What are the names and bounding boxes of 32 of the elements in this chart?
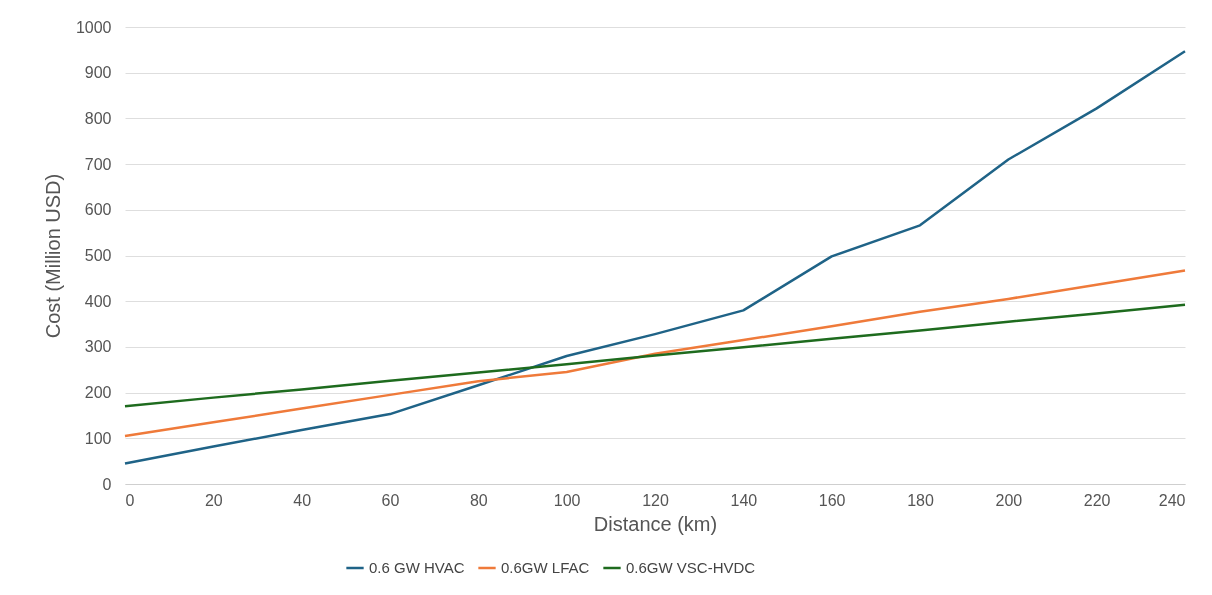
y-axis-title: Cost (Million USD) <box>41 173 64 339</box>
line-series <box>123 303 1187 408</box>
x-tick-label: 200 <box>995 491 1023 509</box>
legend-label: 0.6GW VSC-HVDC <box>626 559 756 576</box>
y-tick-label: 300 <box>84 338 112 356</box>
y-tick-label: 800 <box>84 109 112 127</box>
y-tick-label: 0 <box>102 475 112 493</box>
y-tick-label: 500 <box>84 247 112 264</box>
y-tick-label: 700 <box>84 155 112 173</box>
x-tick-label: 80 <box>469 491 488 509</box>
y-tick-label: 400 <box>84 292 112 310</box>
y-tick-label: 1000 <box>75 18 112 36</box>
line-series <box>123 49 1187 465</box>
x-tick-label: 160 <box>818 491 846 509</box>
line-series <box>123 269 1187 438</box>
x-tick-label: 240 <box>1158 491 1186 509</box>
x-tick-label: 120 <box>642 491 669 509</box>
y-tick-label: 100 <box>84 429 112 447</box>
x-tick-label: 40 <box>293 491 312 509</box>
legend-label: 0.6 GW HVAC <box>369 559 465 576</box>
x-tick-label: 180 <box>907 491 934 509</box>
x-tick-label: 100 <box>553 491 581 509</box>
x-tick-label: 0 <box>125 491 135 509</box>
legend-label: 0.6GW LFAC <box>501 559 590 576</box>
y-tick-label: 600 <box>84 201 112 219</box>
y-tick-label: 200 <box>84 384 112 402</box>
x-tick-label: 60 <box>381 491 400 509</box>
x-tick-label: 20 <box>204 491 223 509</box>
x-tick-label: 140 <box>730 491 758 509</box>
x-axis-title: Distance (km) <box>593 512 718 535</box>
y-tick-label: 900 <box>84 64 112 82</box>
x-tick-label: 220 <box>1083 491 1111 509</box>
